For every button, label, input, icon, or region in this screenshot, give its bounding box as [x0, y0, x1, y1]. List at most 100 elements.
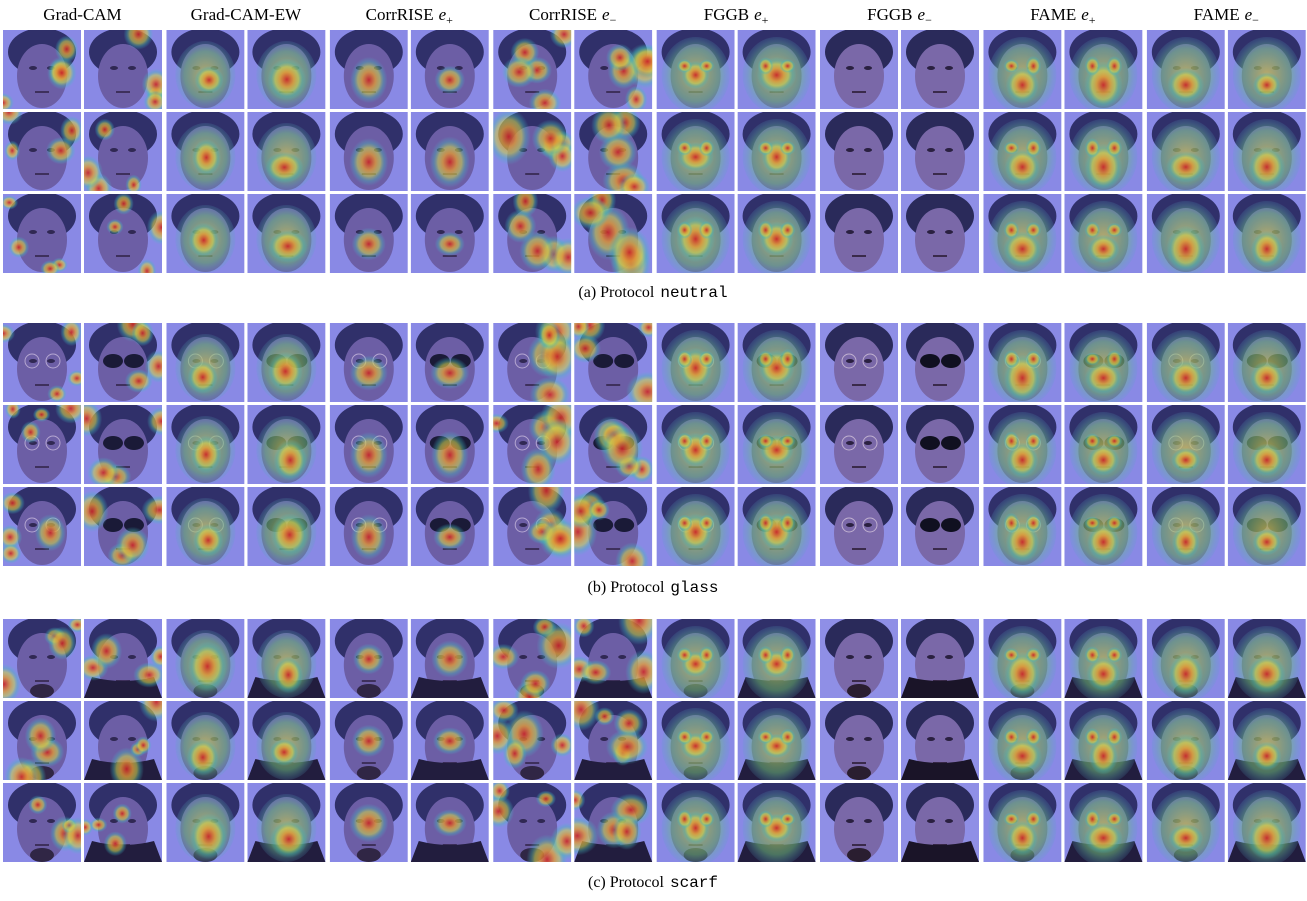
heatmap-image — [901, 617, 979, 698]
caption-protocol: glass — [670, 579, 718, 597]
heatmap-image — [657, 403, 735, 488]
heatmap-image — [574, 403, 654, 484]
heatmap-image — [411, 321, 489, 402]
heatmap-image — [480, 698, 574, 780]
heatmap-image — [411, 699, 489, 780]
heatmap-image — [657, 192, 735, 277]
caption-text: (c) Protocol — [588, 874, 665, 891]
heatmap-image — [574, 105, 652, 200]
header-label: FAME — [1030, 5, 1076, 24]
heatmap-image — [820, 699, 898, 780]
heatmap-image — [1064, 617, 1142, 702]
heatmap-image — [330, 321, 408, 402]
heatmap-image — [84, 19, 170, 113]
heatmap-image — [77, 781, 162, 862]
heatmap-image — [574, 28, 666, 113]
heatmap-image — [901, 781, 979, 862]
heatmap-image — [567, 308, 669, 411]
header-label: CorrRISE — [366, 5, 434, 24]
heatmap-image — [1228, 110, 1306, 195]
heatmap-image — [166, 617, 244, 698]
heatmap-image — [3, 393, 86, 484]
heatmap-image — [71, 400, 176, 489]
caption-text: (b) Protocol — [588, 579, 665, 596]
heatmap-image — [738, 485, 816, 570]
heatmap-image — [166, 321, 244, 402]
header-sub: − — [1252, 13, 1259, 27]
heatmap-image — [247, 28, 325, 109]
heatmap-image — [983, 110, 1061, 195]
heatmap-image — [820, 781, 898, 862]
caption-protocol: scarf — [670, 874, 718, 892]
heatmap-image — [247, 699, 325, 780]
heatmap-image — [1064, 699, 1142, 784]
heatmap-image — [166, 28, 244, 109]
heatmap-image — [657, 321, 735, 406]
heatmap-image — [901, 699, 979, 780]
heatmap-image — [1228, 485, 1306, 570]
header-label: FAME — [1194, 5, 1240, 24]
heatmap-image — [657, 485, 735, 570]
heatmap-image — [411, 617, 489, 698]
heatmap-image — [820, 403, 898, 484]
heatmap-image — [657, 110, 735, 195]
heatmap-image — [1147, 28, 1225, 113]
heatmap-image — [330, 28, 408, 109]
heatmap-image — [738, 321, 816, 406]
heatmap-image — [983, 781, 1061, 866]
column-header: Grad-CAM — [43, 5, 121, 24]
heatmap-image — [983, 617, 1061, 702]
heatmap-image — [0, 485, 81, 566]
heatmap-image — [738, 617, 816, 702]
heatmap-image — [84, 307, 172, 402]
caption-protocol: neutral — [660, 284, 727, 302]
heatmap-image — [1147, 699, 1225, 784]
caption-text: (a) Protocol — [578, 284, 655, 301]
panel-caption: (a) Protocol neutral — [578, 284, 727, 302]
heatmap-image — [75, 485, 177, 568]
header-label: FGGB — [704, 5, 749, 24]
heatmap-image — [0, 192, 81, 277]
heatmap-image — [738, 699, 816, 784]
heatmap-image — [411, 485, 489, 566]
column-header: Grad-CAM-EW — [191, 5, 302, 24]
heatmap-image — [820, 192, 898, 273]
heatmap-image — [1064, 781, 1142, 866]
heatmap-image — [901, 403, 979, 484]
heatmap-image — [330, 110, 408, 191]
heatmap-image — [657, 617, 735, 702]
heatmap-image — [901, 485, 979, 566]
heatmap-image — [411, 781, 489, 862]
heatmap-image — [657, 699, 735, 784]
heatmap-image — [738, 403, 816, 488]
panel-caption: (c) Protocol scarf — [588, 874, 718, 892]
heatmap-image — [330, 699, 408, 780]
heatmap-image — [983, 403, 1061, 488]
heatmap-image — [820, 485, 898, 566]
header-sub: + — [1089, 13, 1096, 27]
heatmap-image — [493, 309, 578, 413]
heatmap-image — [247, 110, 325, 191]
heatmap-image — [247, 403, 325, 484]
heatmap-image — [166, 485, 244, 566]
column-header: CorrRISEe+ — [366, 5, 454, 27]
heatmap-image — [330, 781, 408, 862]
heatmap-image — [487, 108, 577, 191]
heatmap-image — [820, 617, 898, 698]
heatmap-image — [483, 780, 584, 885]
heatmap-image — [493, 185, 586, 277]
heatmap-image — [84, 682, 174, 791]
heatmap-image — [559, 485, 653, 580]
heatmap-image — [493, 20, 578, 117]
heatmap-image — [77, 617, 171, 698]
heatmap-image — [1228, 28, 1306, 113]
heatmap-image — [983, 321, 1061, 406]
heatmap-image — [1064, 403, 1142, 488]
header-sub: + — [762, 13, 769, 27]
heatmap-image — [564, 596, 662, 698]
heatmap-image — [247, 781, 325, 862]
heatmap-image — [166, 192, 244, 273]
heatmap-image — [1228, 617, 1306, 702]
heatmap-image — [1228, 699, 1306, 784]
